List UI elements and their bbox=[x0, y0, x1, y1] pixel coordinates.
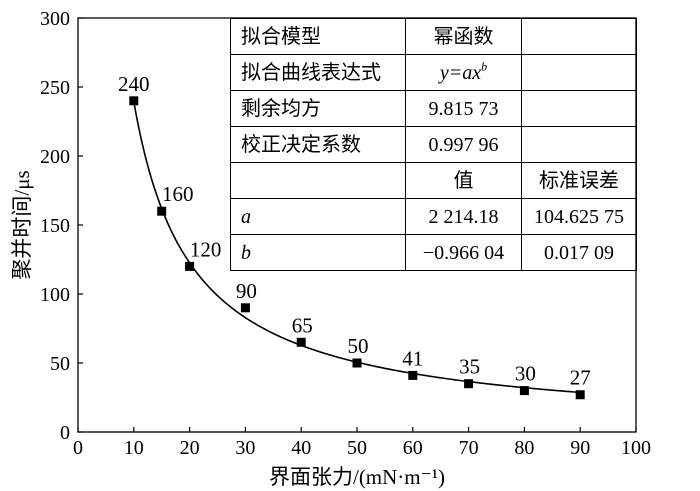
x-tick-label: 100 bbox=[621, 437, 651, 459]
table-cell-param-name: a bbox=[230, 198, 406, 235]
y-tick-label: 50 bbox=[50, 353, 70, 375]
table-row-model: 拟合模型 幂函数 bbox=[230, 18, 637, 55]
y-tick-label: 100 bbox=[40, 284, 70, 306]
table-cell-error: 104.625 75 bbox=[521, 198, 637, 235]
table-cell-param-name: b bbox=[230, 234, 406, 271]
data-point-marker bbox=[240, 303, 250, 313]
table-row-header: 值 标准误差 bbox=[230, 162, 637, 199]
x-tick-label: 50 bbox=[347, 437, 367, 459]
y-axis-title: 聚并时间/μs bbox=[10, 170, 34, 279]
table-row-param-a: a 2 214.18 104.625 75 bbox=[230, 198, 637, 235]
x-tick-label: 0 bbox=[73, 437, 83, 459]
data-point-marker bbox=[129, 96, 139, 106]
data-point-marker bbox=[185, 261, 195, 271]
table-cell-error: 0.017 09 bbox=[521, 234, 637, 271]
y-tick-label: 200 bbox=[40, 146, 70, 168]
table-cell-label: 校正决定系数 bbox=[230, 126, 406, 163]
data-point-marker bbox=[575, 390, 585, 400]
table-row-adj-r2: 校正决定系数 0.997 96 bbox=[230, 126, 637, 163]
data-label: 90 bbox=[236, 279, 257, 303]
table-cell-error bbox=[521, 18, 637, 55]
data-point-marker bbox=[157, 206, 167, 216]
x-axis-title: 界面张力/(mN·m⁻¹) bbox=[269, 465, 445, 489]
fit-parameters-table: 拟合模型 幂函数 拟合曲线表达式 y=axb 剩余均方 9.815 73 校正决… bbox=[230, 18, 637, 271]
x-tick-label: 40 bbox=[291, 437, 311, 459]
table-row-residual: 剩余均方 9.815 73 bbox=[230, 90, 637, 127]
x-tick-label: 90 bbox=[570, 437, 590, 459]
y-tick-label: 150 bbox=[40, 215, 70, 237]
data-label: 35 bbox=[459, 355, 480, 379]
table-cell-label: 拟合模型 bbox=[230, 18, 406, 55]
data-point-marker bbox=[519, 386, 529, 396]
data-label: 240 bbox=[118, 72, 150, 96]
table-cell-value: −0.966 04 bbox=[405, 234, 522, 271]
data-point-marker bbox=[408, 370, 418, 380]
table-cell-error bbox=[521, 126, 637, 163]
table-cell-label: 拟合曲线表达式 bbox=[230, 54, 406, 91]
data-point-marker bbox=[296, 337, 306, 347]
data-label: 41 bbox=[402, 346, 423, 370]
table-cell-label bbox=[230, 162, 406, 199]
data-label: 50 bbox=[348, 334, 369, 358]
table-cell-expression: y=axb bbox=[405, 54, 522, 91]
data-label: 27 bbox=[570, 366, 591, 390]
expression-exponent: b bbox=[481, 59, 488, 74]
data-label: 160 bbox=[162, 182, 194, 206]
x-tick-label: 30 bbox=[235, 437, 255, 459]
table-cell-error bbox=[521, 90, 637, 127]
data-label: 65 bbox=[292, 313, 313, 337]
x-tick-label: 70 bbox=[459, 437, 479, 459]
y-tick-label: 250 bbox=[40, 77, 70, 99]
table-cell-value: 幂函数 bbox=[405, 18, 522, 55]
table-cell-value: 9.815 73 bbox=[405, 90, 522, 127]
table-cell-label: 剩余均方 bbox=[230, 90, 406, 127]
expression-base: y=ax bbox=[439, 61, 482, 84]
y-tick-label: 0 bbox=[60, 422, 70, 444]
x-tick-label: 80 bbox=[514, 437, 534, 459]
data-point-marker bbox=[464, 379, 474, 389]
data-label: 30 bbox=[515, 362, 536, 386]
table-cell-value: 0.997 96 bbox=[405, 126, 522, 163]
table-cell-value-header: 值 bbox=[405, 162, 522, 199]
data-point-marker bbox=[352, 358, 362, 368]
table-cell-value: 2 214.18 bbox=[405, 198, 522, 235]
data-label: 120 bbox=[190, 237, 222, 261]
x-tick-label: 20 bbox=[180, 437, 200, 459]
table-cell-error-header: 标准误差 bbox=[521, 162, 637, 199]
table-cell-error bbox=[521, 54, 637, 91]
x-tick-label: 60 bbox=[403, 437, 423, 459]
table-row-param-b: b −0.966 04 0.017 09 bbox=[230, 234, 637, 271]
x-tick-label: 10 bbox=[124, 437, 144, 459]
y-tick-label: 300 bbox=[40, 8, 70, 30]
table-row-expression: 拟合曲线表达式 y=axb bbox=[230, 54, 637, 91]
